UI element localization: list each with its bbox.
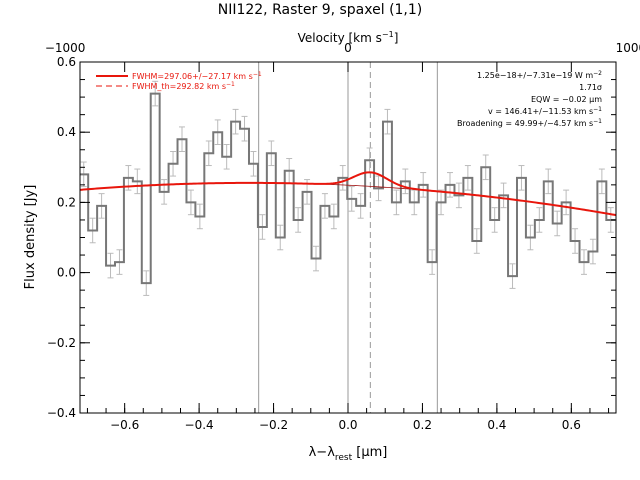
fit-annotations: 1.25e−18+/−7.31e−19 W m−2 1.71σ EQW = −0… <box>457 70 602 128</box>
y-tick-label-2: 0.0 <box>57 266 76 280</box>
x-axis-ticks: −0.6 −0.4 −0.2 0.0 0.2 0.4 0.6 <box>86 62 610 432</box>
y-tick-label-4: 0.4 <box>57 125 76 139</box>
top-tick-label-1: 0 <box>344 41 352 55</box>
annotation-broadening: Broadening = 49.99+/−4.57 km s−1 <box>457 118 602 128</box>
y-tick-label-0: −0.4 <box>47 406 76 420</box>
y-axis-ticks: −0.4 −0.2 0.0 0.2 0.4 0.6 <box>47 55 616 420</box>
x-tick-label-6: 0.6 <box>562 418 581 432</box>
x-axis-label: λ−λrest [μm] <box>309 445 388 463</box>
top-tick-label-0: −1000 <box>45 41 86 55</box>
top-axis-ticks: −1000 0 1000 <box>45 41 640 55</box>
annotation-flux: 1.25e−18+/−7.31e−19 W m−2 <box>477 70 602 80</box>
x-tick-label-2: −0.2 <box>259 418 288 432</box>
annotation-eqw: EQW = −0.02 μm <box>531 95 602 104</box>
x-tick-label-5: 0.4 <box>487 418 506 432</box>
y-axis-label: Flux density [Jy] <box>23 185 38 290</box>
x-tick-label-0: −0.6 <box>110 418 139 432</box>
legend: FWHM=297.06+/−27.17 km s−1 FWHM_th=292.8… <box>96 71 262 91</box>
legend-entry-fwhm: FWHM=297.06+/−27.17 km s−1 <box>132 71 262 81</box>
chart-title: NII122, Raster 9, spaxel (1,1) <box>218 2 423 18</box>
spectrum-line <box>80 92 616 285</box>
y-tick-label-3: 0.2 <box>57 195 76 209</box>
y-tick-label-1: −0.2 <box>47 336 76 350</box>
x-tick-label-1: −0.4 <box>185 418 214 432</box>
top-tick-label-2: 1000 <box>616 41 640 55</box>
x-tick-label-3: 0.0 <box>338 418 357 432</box>
x-tick-label-4: 0.2 <box>413 418 432 432</box>
legend-entry-fwhm-th: FWHM_th=292.82 km s−1 <box>132 81 235 91</box>
top-axis-label: Velocity [km s−1] <box>298 30 399 45</box>
fit-line <box>79 171 617 217</box>
annotation-sigma: 1.71σ <box>579 83 602 92</box>
y-tick-label-5: 0.6 <box>57 55 76 69</box>
annotation-velocity: v = 146.41+/−11.53 km s−1 <box>488 106 602 116</box>
